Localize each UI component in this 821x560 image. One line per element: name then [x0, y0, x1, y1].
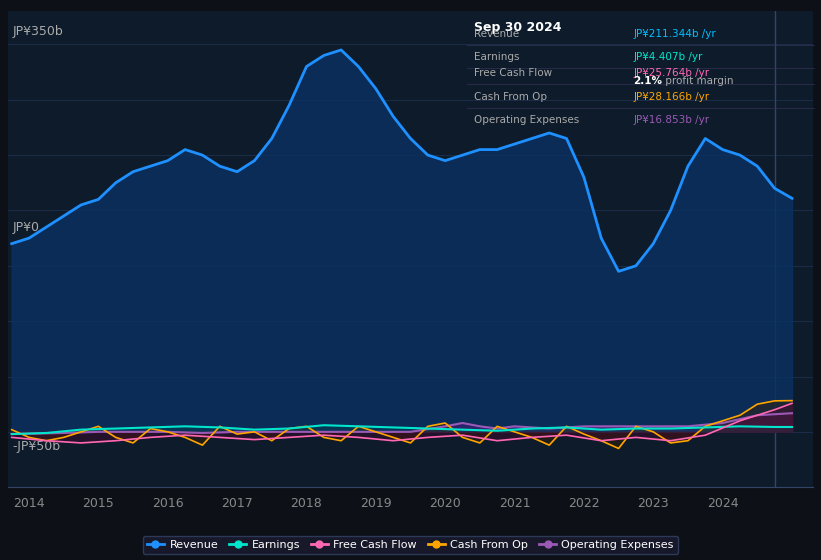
- Text: Free Cash Flow: Free Cash Flow: [475, 68, 553, 78]
- Legend: Revenue, Earnings, Free Cash Flow, Cash From Op, Operating Expenses: Revenue, Earnings, Free Cash Flow, Cash …: [143, 535, 678, 554]
- Text: -JP¥50b: -JP¥50b: [12, 440, 61, 453]
- Text: profit margin: profit margin: [662, 76, 733, 86]
- Text: JP¥0: JP¥0: [12, 221, 39, 234]
- Text: JP¥28.166b /yr: JP¥28.166b /yr: [633, 91, 709, 101]
- Text: 2.1%: 2.1%: [633, 76, 663, 86]
- Text: Sep 30 2024: Sep 30 2024: [475, 21, 562, 34]
- Text: Cash From Op: Cash From Op: [475, 91, 548, 101]
- Text: Revenue: Revenue: [475, 29, 520, 39]
- Text: JP¥350b: JP¥350b: [12, 26, 63, 39]
- Text: JP¥25.764b /yr: JP¥25.764b /yr: [633, 68, 709, 78]
- Text: JP¥211.344b /yr: JP¥211.344b /yr: [633, 29, 716, 39]
- Text: Earnings: Earnings: [475, 52, 520, 62]
- Text: JP¥4.407b /yr: JP¥4.407b /yr: [633, 52, 703, 62]
- Text: JP¥16.853b /yr: JP¥16.853b /yr: [633, 115, 709, 125]
- Text: Operating Expenses: Operating Expenses: [475, 115, 580, 125]
